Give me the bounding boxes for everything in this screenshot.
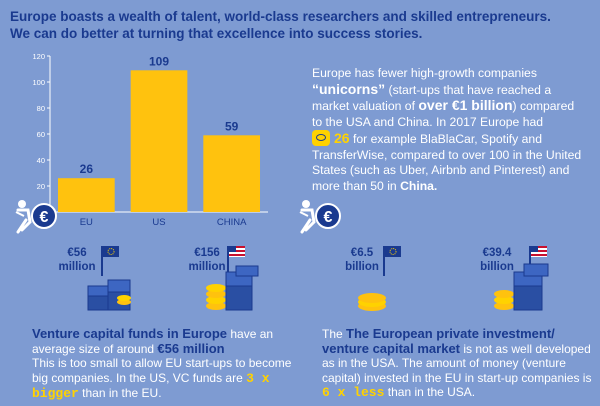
eu-vc-amount-value: €56: [67, 247, 87, 259]
y-tick-label: 80: [37, 104, 45, 113]
bar-eu: [57, 178, 115, 212]
unicorn-paragraph: Europe has fewer high-growth companies “…: [312, 66, 587, 194]
money-stack-icon-large-2: [494, 263, 549, 311]
private-investment-paragraph: The The European private investment/ ven…: [322, 326, 592, 400]
bar-value-label: 26: [80, 162, 94, 176]
unicorn-text-1: Europe has fewer high-growth companies: [312, 66, 537, 80]
eu-market-amount-value: €6.5: [350, 247, 374, 259]
bar-china: [203, 135, 261, 212]
eu-vc-amount-unit: million: [58, 261, 96, 273]
chart-bars: 26 EU 109 US 59 CHINA: [57, 54, 261, 228]
vc-funds-title: Venture capital funds in Europe: [32, 326, 228, 341]
y-tick-label: 120: [32, 52, 45, 61]
private-investment-text-1: is not as well developed as in the USA. …: [322, 341, 592, 385]
unicorn-text-2: (start-ups that have reached a market va…: [312, 82, 552, 114]
eu-flag-icon: [101, 246, 119, 276]
us-market-amount-unit: billion: [480, 261, 514, 273]
private-investment-less: 6 x less: [322, 385, 385, 400]
us-vc-amount-unit: million: [188, 261, 226, 273]
china-word: China.: [400, 178, 438, 193]
eu-market-amount: €6.5 billion: [332, 246, 392, 274]
speech-bubble-icon: [312, 130, 330, 146]
money-stack-icon: [87, 279, 131, 311]
vc-funds-average: €56 million: [157, 340, 225, 356]
coin-stack-icon: [358, 293, 386, 311]
unicorn-count-eu: 26: [334, 130, 350, 146]
running-figure-euro-icon-2: €: [299, 200, 341, 234]
y-tick-label: 40: [37, 156, 45, 165]
bar-us: [130, 70, 188, 212]
vc-funds-text-3: than in the EU.: [78, 386, 162, 400]
bar-value-label: 59: [225, 119, 239, 133]
bar-value-label: 109: [149, 54, 169, 68]
private-investment-title: The European private investment/ venture…: [322, 326, 555, 356]
us-market-amount-value: €39.4: [482, 247, 512, 259]
us-market-amount: €39.4 billion: [462, 246, 532, 274]
headline-line2: We can do better at turning that excelle…: [10, 26, 423, 41]
unicorn-text-3: ) compared to the USA and China. In 2017…: [312, 99, 575, 129]
y-tick-label: 20: [37, 182, 45, 191]
headline: Europe boasts a wealth of talent, world-…: [10, 8, 590, 42]
vc-funds-bigger: 3 x bigger: [32, 370, 270, 401]
eu-flag-icon-2: [383, 246, 401, 276]
us-flag-icon: [227, 246, 245, 276]
running-figure-euro-icon: €: [15, 200, 57, 234]
us-vc-amount: €156 million: [172, 246, 242, 274]
us-vc-amount-value: €156: [194, 247, 220, 259]
vc-funds-text-2: This is too small to allow EU start-ups …: [32, 356, 292, 385]
eu-market-amount-unit: billion: [345, 261, 379, 273]
unicorn-text-4: for example BlaBlaCar, Spotify and Trans…: [312, 132, 582, 193]
eu-vc-amount: €56 million: [42, 246, 112, 274]
over-billion: over €1 billion: [418, 97, 513, 113]
private-investment-text-2: than in the USA.: [384, 385, 476, 399]
x-tick-label: EU: [80, 217, 93, 228]
vc-funds-paragraph: Venture capital funds in Europe have an …: [32, 326, 302, 402]
y-tick-label: 100: [32, 78, 45, 87]
vc-funds-text-1: have an average size of around: [32, 327, 274, 356]
headline-line1: Europe boasts a wealth of talent, world-…: [10, 9, 551, 24]
x-tick-label: CHINA: [217, 217, 247, 228]
money-stack-icon-large: [206, 265, 259, 311]
svg-text:€: €: [324, 209, 333, 226]
unicorns-term: “unicorns”: [312, 80, 386, 97]
y-tick-label: 60: [37, 130, 45, 139]
svg-text:€: €: [40, 209, 49, 226]
x-tick-label: US: [152, 217, 165, 228]
